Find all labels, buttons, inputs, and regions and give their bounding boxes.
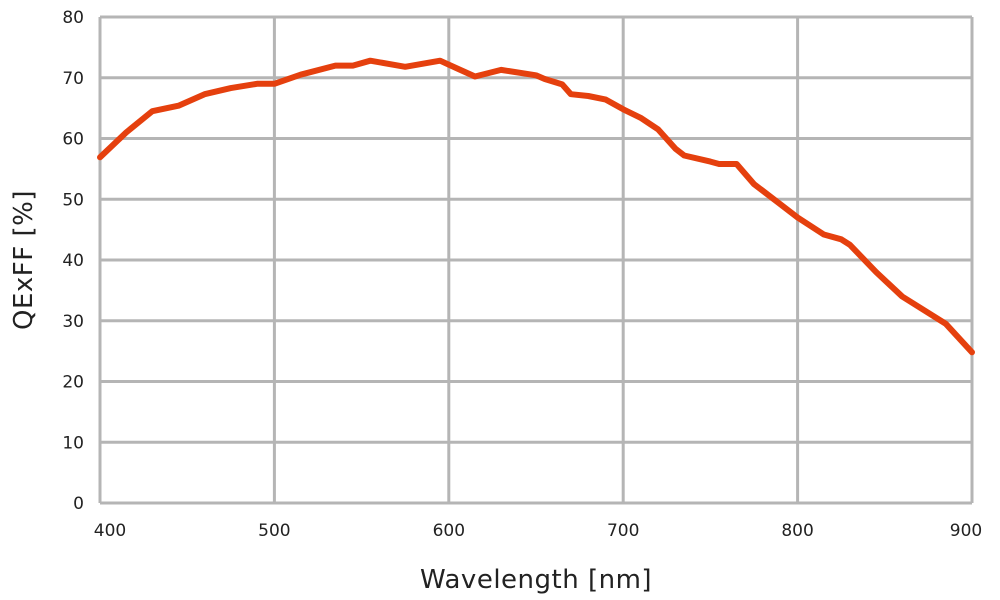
y-tick-label: 10 [62,433,84,453]
x-tick-label: 700 [607,521,639,541]
x-axis-label: Wavelength [nm] [420,565,652,595]
y-tick-label: 50 [62,190,84,210]
x-tick-label: 500 [258,521,290,541]
y-tick-label: 30 [62,312,84,332]
x-tick-label: 800 [781,521,813,541]
x-tick-label: 600 [433,521,465,541]
y-tick-label: 40 [62,251,84,271]
x-tick-label: 400 [94,521,126,541]
tick-labels: 0 10 20 30 40 50 60 70 80 400 500 600 700 800 900 [62,8,982,541]
y-tick-label: 0 [73,494,84,514]
y-tick-label: 80 [62,8,84,28]
y-axis-label: QExFF [%] [9,190,39,330]
y-tick-label: 60 [62,130,84,150]
y-tick-label: 70 [62,69,84,89]
y-tick-label: 20 [62,373,84,393]
grid [98,15,974,505]
series-line-qexff [97,57,975,356]
x-tick-label: 900 [950,521,982,541]
